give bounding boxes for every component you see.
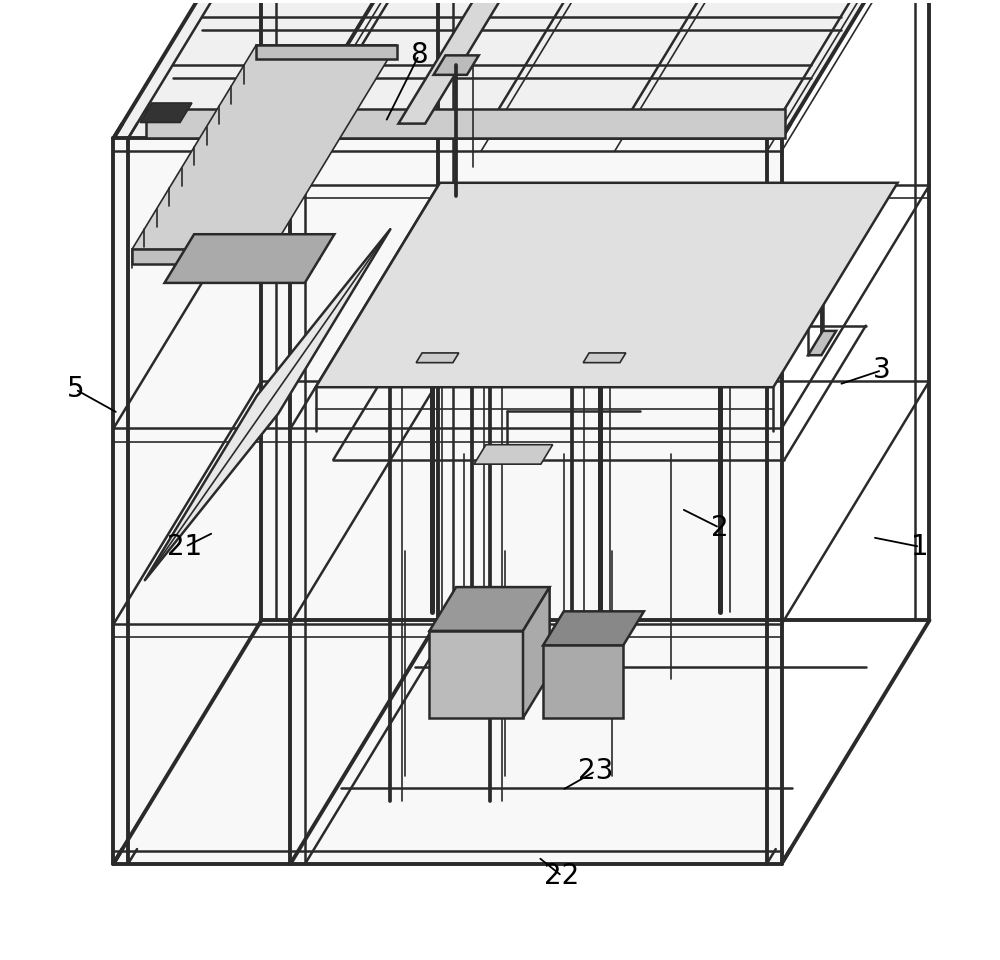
Polygon shape bbox=[145, 228, 391, 581]
Text: 23: 23 bbox=[578, 757, 613, 785]
Polygon shape bbox=[316, 182, 898, 387]
Polygon shape bbox=[398, 0, 538, 124]
Polygon shape bbox=[543, 612, 644, 645]
Text: 2: 2 bbox=[711, 514, 728, 541]
Polygon shape bbox=[146, 109, 785, 138]
Polygon shape bbox=[132, 250, 272, 264]
Polygon shape bbox=[583, 353, 626, 363]
Text: 3: 3 bbox=[873, 356, 891, 384]
Polygon shape bbox=[140, 103, 192, 123]
Polygon shape bbox=[434, 56, 479, 75]
Text: 5: 5 bbox=[66, 375, 84, 403]
Text: 1: 1 bbox=[911, 533, 929, 561]
Polygon shape bbox=[113, 0, 261, 864]
Text: 22: 22 bbox=[544, 862, 580, 890]
Polygon shape bbox=[543, 645, 623, 718]
Polygon shape bbox=[165, 234, 334, 283]
Polygon shape bbox=[132, 45, 397, 250]
Text: 21: 21 bbox=[167, 533, 203, 561]
Polygon shape bbox=[808, 331, 836, 355]
Polygon shape bbox=[523, 588, 550, 718]
Polygon shape bbox=[113, 138, 782, 864]
Polygon shape bbox=[429, 631, 523, 718]
Polygon shape bbox=[256, 45, 397, 60]
Polygon shape bbox=[429, 588, 550, 631]
Polygon shape bbox=[416, 353, 459, 363]
Polygon shape bbox=[113, 0, 929, 138]
Polygon shape bbox=[474, 444, 553, 464]
Text: 8: 8 bbox=[410, 41, 428, 69]
